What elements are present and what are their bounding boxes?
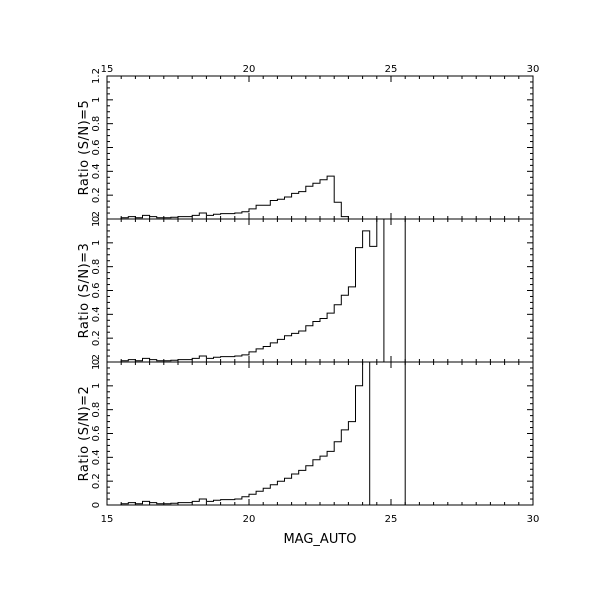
y-axis-label: Ratio (S/N)=5 bbox=[77, 100, 92, 196]
x-tick-label: 25 bbox=[385, 64, 398, 75]
y-axis-label: Ratio (S/N)=3 bbox=[77, 243, 92, 339]
y-tick-label: 1.2 bbox=[91, 211, 102, 227]
x-tick-label: 20 bbox=[243, 64, 256, 75]
y-tick-label: 1 bbox=[91, 240, 102, 246]
x-tick-label: 30 bbox=[527, 514, 540, 525]
y-tick-label: 0.2 bbox=[91, 187, 102, 203]
y-tick-label: 0.6 bbox=[91, 283, 102, 299]
x-tick-label: 25 bbox=[385, 514, 398, 525]
y-tick-label: 1.2 bbox=[91, 354, 102, 370]
histogram-series bbox=[120, 175, 363, 219]
y-tick-label: 0.8 bbox=[91, 259, 102, 275]
plot-frame bbox=[106, 218, 534, 363]
y-tick-label: 1 bbox=[91, 383, 102, 389]
y-tick-label: 0.2 bbox=[91, 473, 102, 489]
x-tick-label: 30 bbox=[527, 64, 540, 75]
y-tick-label: 0.6 bbox=[91, 140, 102, 156]
y-axis-label: Ratio (S/N)=2 bbox=[77, 386, 92, 482]
x-tick-label: 15 bbox=[101, 64, 114, 75]
y-tick-label: 1.2 bbox=[91, 68, 102, 84]
y-tick-label: 0.4 bbox=[91, 306, 102, 322]
y-tick-label: 0.4 bbox=[91, 163, 102, 179]
y-tick-label: 0 bbox=[91, 502, 102, 508]
y-tick-label: 0.6 bbox=[91, 426, 102, 442]
plot-frame bbox=[106, 361, 534, 506]
plot-frame bbox=[106, 75, 534, 220]
chart-panel-1: 0 0.2 0.4 0.6 0.8 1 1.215 20 25 30 Ratio (S/N)=5 bbox=[77, 64, 539, 222]
y-tick-label: 0.8 bbox=[91, 402, 102, 418]
x-axis-label: MAG_AUTO bbox=[283, 532, 356, 547]
y-tick-label: 0.8 bbox=[91, 116, 102, 132]
histogram-series bbox=[120, 219, 391, 362]
chart-panel-3: 0 0.2 0.4 0.6 0.8 1 1.2 15 20 25 30 Ratio (S/N)=2 MA… bbox=[77, 354, 539, 547]
y-tick-label: 1 bbox=[91, 97, 102, 103]
x-tick-label: 15 bbox=[101, 514, 114, 525]
histogram-series bbox=[120, 362, 377, 505]
y-tick-label: 0 bbox=[91, 216, 102, 222]
y-tick-label: 0.2 bbox=[91, 330, 102, 346]
x-tick-label: 20 bbox=[243, 514, 256, 525]
y-tick-label: 0 bbox=[91, 359, 102, 365]
chart-panel-2: 0 0.2 0.4 0.6 0.8 1 1.2 Ratio (S/N)=3 bbox=[77, 211, 534, 365]
y-tick-label: 0.4 bbox=[91, 449, 102, 465]
